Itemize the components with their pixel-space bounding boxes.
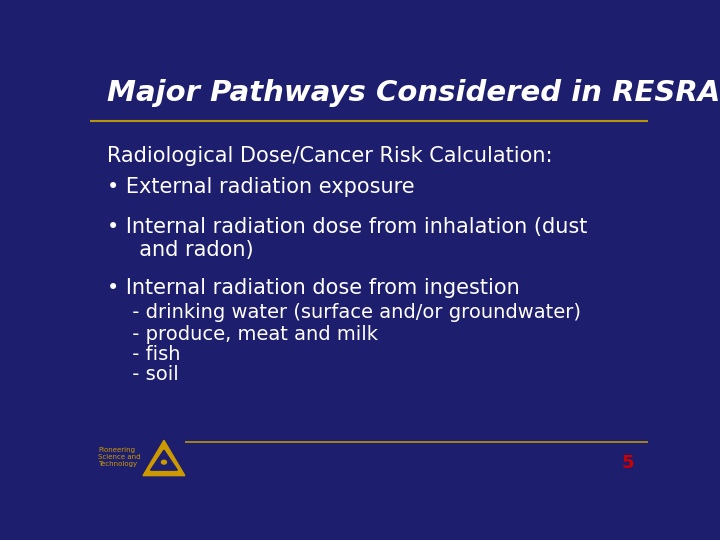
Text: - fish: - fish xyxy=(126,346,181,365)
Text: Major Pathways Considered in RESRAD: Major Pathways Considered in RESRAD xyxy=(107,79,720,107)
Text: • Internal radiation dose from ingestion: • Internal radiation dose from ingestion xyxy=(107,278,520,298)
Text: • Internal radiation dose from inhalation (dust: • Internal radiation dose from inhalatio… xyxy=(107,217,587,237)
Text: 5: 5 xyxy=(621,454,634,471)
Polygon shape xyxy=(143,440,185,476)
Text: - soil: - soil xyxy=(126,365,179,384)
Text: and radon): and radon) xyxy=(126,240,254,260)
Circle shape xyxy=(161,460,166,464)
Text: - drinking water (surface and/or groundwater): - drinking water (surface and/or groundw… xyxy=(126,302,581,322)
Text: • External radiation exposure: • External radiation exposure xyxy=(107,177,415,197)
Text: Radiological Dose/Cancer Risk Calculation:: Radiological Dose/Cancer Risk Calculatio… xyxy=(107,146,552,166)
Text: Pioneering
Science and
Technology: Pioneering Science and Technology xyxy=(99,447,141,467)
Polygon shape xyxy=(150,450,177,470)
Text: - produce, meat and milk: - produce, meat and milk xyxy=(126,325,378,343)
